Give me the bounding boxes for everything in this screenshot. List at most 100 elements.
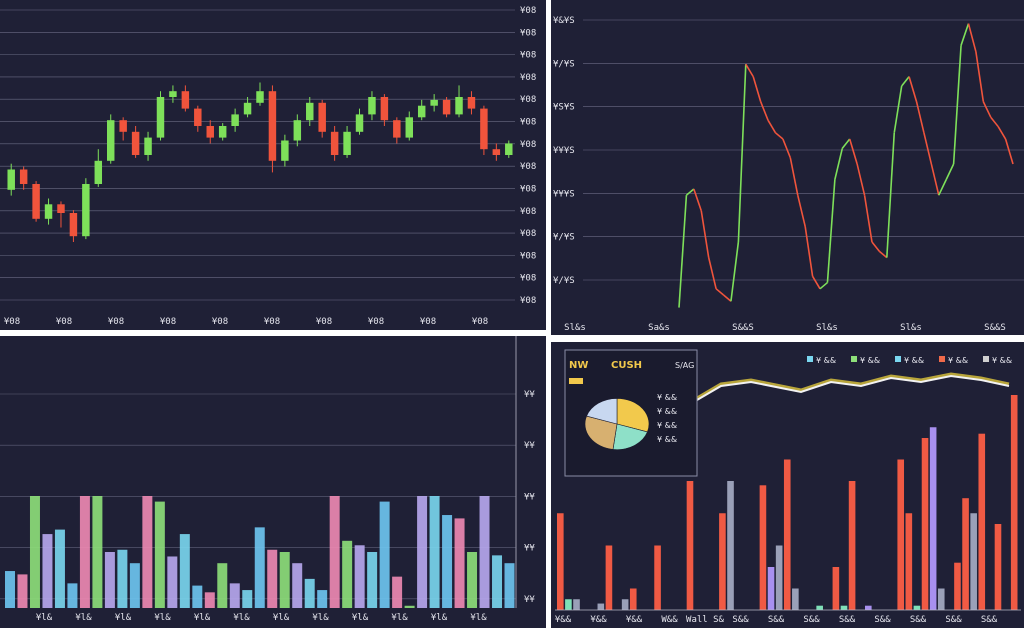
bar xyxy=(167,556,178,608)
bar xyxy=(67,583,78,608)
bar xyxy=(417,496,428,608)
y-tick-label: ¥¥ xyxy=(524,544,535,554)
bar xyxy=(865,605,872,610)
y-tick-label: ¥/¥S xyxy=(553,276,575,286)
combo-chart: ¥ && ¥ && ¥ && ¥ && ¥ && ¥&& ¥&& ¥&& W&& Wall S& S… xyxy=(555,349,1021,625)
candle-body xyxy=(156,97,165,138)
legend-swatch xyxy=(895,356,901,362)
line-segment xyxy=(848,138,858,165)
trend-line-white xyxy=(696,374,1010,401)
bar xyxy=(342,540,353,608)
x-tick-label: ¥l& xyxy=(36,613,53,623)
inset-label: S/AG xyxy=(675,361,694,370)
candle-body xyxy=(107,120,115,161)
candle-body xyxy=(131,131,140,155)
bar xyxy=(29,496,40,608)
x-tick-label: ¥&& xyxy=(626,615,643,625)
bar xyxy=(719,513,726,610)
bar xyxy=(840,605,848,610)
x-tick-label: ¥08 xyxy=(56,317,72,327)
bar xyxy=(792,588,799,610)
bar xyxy=(204,592,215,608)
candle-body xyxy=(330,131,339,155)
x-tick-label: S&& xyxy=(768,615,785,625)
candle-body xyxy=(169,91,177,97)
candle-body xyxy=(231,114,239,126)
line-segment xyxy=(767,119,777,134)
line-segment xyxy=(945,163,955,180)
y-tick-label: ¥08 xyxy=(520,51,536,61)
legend-swatch xyxy=(851,356,857,362)
candlestick-chart: ¥08 ¥08 ¥08 ¥08 ¥08 ¥08 ¥08 ¥08 ¥08 ¥08 ¥08 ¥08 ¥08 ¥… xyxy=(0,6,536,327)
pie-slice xyxy=(612,423,648,450)
pie-legend-label: ¥ && xyxy=(657,421,677,430)
line-segment xyxy=(819,281,828,290)
x-tick-label: Sl&s xyxy=(564,323,586,333)
bar xyxy=(597,603,605,610)
line-segment xyxy=(915,101,925,133)
x-tick-label: S&& xyxy=(910,615,927,625)
y-tick-label: ¥¥¥S xyxy=(553,189,575,199)
bar xyxy=(254,527,265,608)
candle-body xyxy=(467,97,476,109)
line-segment xyxy=(967,23,977,52)
line-segment xyxy=(841,138,851,149)
candle-body xyxy=(480,108,488,150)
bar xyxy=(557,513,564,610)
bar-chart-panel: ¥¥¥¥¥¥¥¥¥¥¥¥¥l&¥l&¥l&¥l&¥l&¥l&¥l&¥l&¥l&¥… xyxy=(0,336,546,628)
legend-swatch xyxy=(807,356,813,362)
x-tick-label: S&& xyxy=(981,615,998,625)
x-tick-label: S&& xyxy=(874,615,891,625)
bar xyxy=(292,563,303,608)
candle-body xyxy=(343,131,351,155)
line-segment xyxy=(723,294,732,302)
x-tick-label: ¥l& xyxy=(470,613,487,623)
legend-label: ¥ && xyxy=(992,356,1012,365)
bar xyxy=(442,515,453,608)
candle-body xyxy=(69,213,78,237)
candle-body xyxy=(144,137,152,155)
x-tick-label: S&& xyxy=(945,615,962,625)
line-segment xyxy=(982,101,992,118)
bar xyxy=(267,549,278,608)
candle-body xyxy=(318,102,326,132)
bar xyxy=(783,459,791,610)
bar xyxy=(279,552,290,608)
y-tick-label: ¥&¥S xyxy=(553,16,575,26)
x-tick-label: S&& xyxy=(839,615,856,625)
candle-body xyxy=(405,117,413,138)
candle-body xyxy=(256,91,264,103)
x-tick-label: ¥08 xyxy=(420,317,436,327)
bar xyxy=(905,513,913,610)
bar xyxy=(467,552,478,608)
pie-legend-label: ¥ && xyxy=(657,407,677,416)
x-tick-label: W&& xyxy=(661,615,678,625)
candle-body xyxy=(94,160,103,184)
bar xyxy=(479,496,490,608)
line-segment xyxy=(952,45,962,165)
candle-body xyxy=(492,149,501,155)
candle-body xyxy=(455,97,463,115)
bar xyxy=(317,590,328,608)
bar xyxy=(229,583,240,608)
line-segment xyxy=(901,76,910,87)
x-tick-label: ¥&& xyxy=(590,615,607,625)
bar xyxy=(913,605,921,610)
line-segment xyxy=(975,51,985,102)
line-segment xyxy=(856,163,866,196)
y-tick-label: ¥08 xyxy=(520,162,536,172)
y-tick-label: ¥S¥S xyxy=(553,103,575,113)
y-tick-label: ¥08 xyxy=(520,73,536,83)
candle-body xyxy=(57,204,65,213)
bar xyxy=(962,498,969,610)
x-tick-label: ¥08 xyxy=(472,317,488,327)
candle-body xyxy=(281,140,289,161)
line-segment xyxy=(893,85,903,133)
legend-label: ¥ && xyxy=(860,356,880,365)
y-tick-label: ¥08 xyxy=(520,118,536,128)
pie-legend-label: ¥ && xyxy=(657,435,677,444)
pie-slice xyxy=(584,415,618,450)
bar xyxy=(654,545,661,610)
line-segment xyxy=(782,138,792,159)
x-tick-label: ¥08 xyxy=(212,317,228,327)
